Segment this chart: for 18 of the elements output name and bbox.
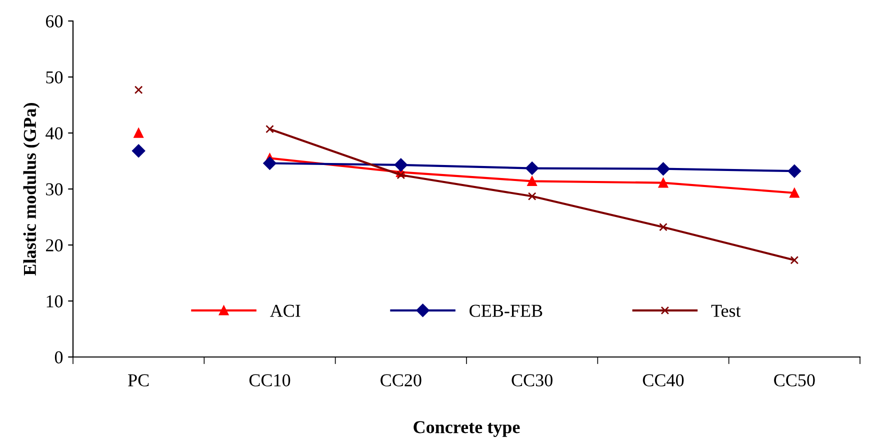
legend-label: Test [711,304,741,317]
y-tick-label: 50 [46,71,63,84]
y-tick-label: 40 [46,127,63,140]
y-tick-label: 0 [54,351,63,364]
y-tick-label: 20 [46,239,63,252]
x-tick-label: PC [128,374,149,386]
x-tick-label: CC20 [380,374,422,386]
x-tick-label: CC30 [512,374,552,386]
y-tick-label: 10 [46,295,63,308]
x-tick-label: CC40 [642,374,684,386]
legend-label: CEB-FEB [470,304,542,317]
y-axis-title: Elastic modulus (GPa) [23,103,40,276]
x-tick-label: CC10 [249,374,290,386]
y-tick-label: 60 [46,15,63,28]
x-tick-label: CC50 [774,374,815,386]
x-axis-title: Concrete type [414,421,520,437]
legend-label: ACI [270,304,300,317]
y-tick-label: 30 [46,183,63,196]
